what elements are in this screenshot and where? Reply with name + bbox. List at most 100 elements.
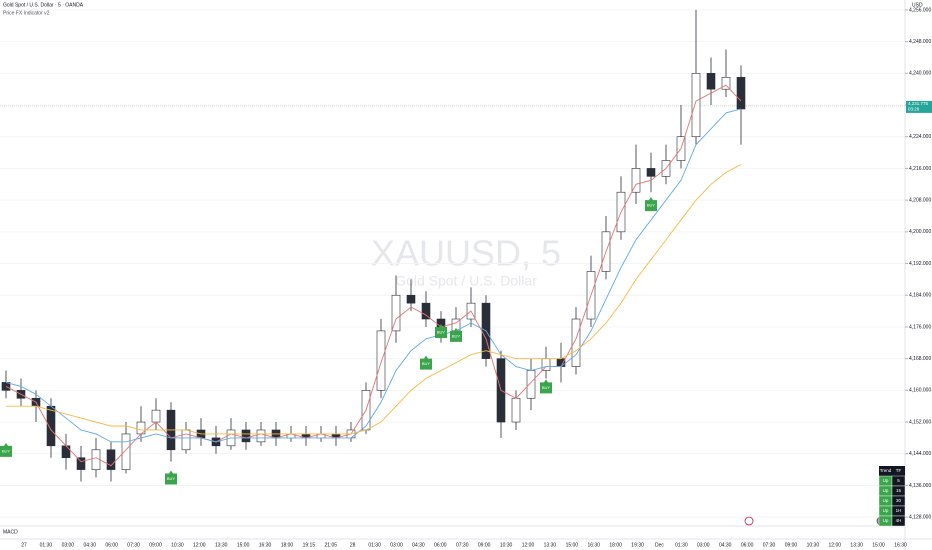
- x-tick-label: 09:00: [149, 542, 162, 548]
- table-cell-text: Up: [883, 488, 889, 493]
- buy-marker: [540, 379, 552, 394]
- table-cell-text: Up: [883, 508, 889, 513]
- x-tick-label: 06:00: [105, 542, 118, 548]
- candle-body: [421, 302, 431, 320]
- candle-body: [511, 397, 521, 423]
- y-tick-label: 4,136.000: [909, 483, 931, 489]
- y-tick-label: 4,240.000: [909, 71, 931, 77]
- x-tick-label: 28: [350, 542, 356, 548]
- y-tick-label: 4,184.000: [909, 293, 931, 299]
- ma-line: [6, 164, 742, 435]
- y-tick-label: 4,256.000: [909, 7, 931, 13]
- x-tick-label: 19:30: [631, 542, 644, 548]
- table-cell-text: Up: [883, 478, 889, 483]
- x-tick-label: 06:00: [434, 542, 447, 548]
- ma-line: [5, 108, 742, 443]
- y-tick-label: 4,152.000: [909, 419, 931, 425]
- buy-marker: [450, 327, 462, 342]
- table-header-cell: [879, 466, 892, 476]
- candle-body: [721, 76, 731, 90]
- x-tick-label: 03:00: [390, 542, 403, 548]
- x-tick-label: 16:30: [259, 542, 272, 548]
- y-tick-label: 4,168.000: [909, 356, 931, 362]
- candle-body: [241, 429, 251, 443]
- candle-body: [526, 370, 536, 399]
- candle-body: [541, 358, 551, 371]
- candle-body: [61, 445, 71, 459]
- x-tick-label: 01:30: [40, 542, 53, 548]
- candle-body: [106, 449, 116, 470]
- y-tick-label: 4,144.000: [909, 451, 931, 457]
- table-cell-text: 1H: [896, 508, 902, 513]
- x-tick-label: 03:00: [697, 542, 710, 548]
- x-tick-label: 12:00: [829, 542, 842, 548]
- table-cell: [891, 515, 906, 527]
- countdown: 03:26: [908, 107, 920, 112]
- x-tick-label: 06:00: [741, 542, 754, 548]
- x-tick-label: 07:30: [127, 542, 140, 548]
- buy-label: BUY: [542, 385, 551, 390]
- x-tick-label: 18:00: [281, 542, 294, 548]
- x-tick-label: 13:30: [215, 542, 228, 548]
- buy-marker: [435, 323, 447, 338]
- x-tick-label: 10:30: [171, 542, 184, 548]
- x-tick-label: 13:30: [850, 542, 863, 548]
- y-tick-label: 4,224.000: [909, 134, 931, 140]
- buy-marker: [420, 355, 432, 370]
- y-tick-label: 4,176.000: [909, 324, 931, 330]
- x-tick-label: 04:30: [83, 542, 96, 548]
- buy-label: BUY: [647, 203, 656, 208]
- table-cell-text: Up: [883, 498, 889, 503]
- x-tick-label: 03:00: [62, 542, 75, 548]
- buy-label: BUY: [422, 361, 431, 366]
- candle-body: [151, 409, 161, 423]
- buy-label: BUY: [437, 330, 446, 335]
- x-tick-label: 16:30: [587, 542, 600, 548]
- table-header: TF: [896, 468, 902, 473]
- last-price-tag: [906, 100, 932, 113]
- x-tick-label: 07:30: [456, 542, 469, 548]
- x-tick-label: 09:00: [478, 542, 491, 548]
- indicator-name: Price FX Indicator v2: [3, 10, 50, 16]
- table-header: Trend: [880, 468, 892, 473]
- x-tick-label: 04:30: [412, 542, 425, 548]
- lower-pane-label: MACD: [3, 529, 18, 535]
- candle-body: [706, 73, 716, 90]
- y-tick-label: 4,200.000: [909, 229, 931, 235]
- table-cell-text: 5: [897, 478, 900, 483]
- watermark-subtitle: Gold Spot / U.S. Dollar: [395, 273, 537, 289]
- table-header-cell: [892, 466, 905, 476]
- buy-label: BUY: [452, 333, 461, 338]
- candle-body: [556, 358, 566, 367]
- x-tick-label: 12:00: [522, 542, 535, 548]
- buy-label: BUY: [167, 476, 176, 481]
- x-tick-label: 09:00: [785, 542, 798, 548]
- candle-body: [631, 168, 641, 193]
- x-tick-label: 16:30: [894, 542, 907, 548]
- x-tick-label: 13:30: [544, 542, 557, 548]
- x-tick-label: 19:15: [303, 542, 316, 548]
- last-price-label: 4,231.775: [908, 101, 929, 106]
- buy-marker: [165, 470, 177, 485]
- x-tick-label: 12:00: [193, 542, 206, 548]
- y-tick-label: 4,208.000: [909, 197, 931, 203]
- buy-marker: [0, 442, 12, 457]
- x-tick-label: 21:05: [325, 542, 338, 548]
- ma-line: [5, 84, 742, 467]
- x-tick-label: 27: [21, 542, 27, 548]
- buy-marker: [645, 197, 657, 212]
- candle-body: [46, 405, 56, 447]
- watermark: XAUUSD, 5: [371, 233, 561, 274]
- y-tick-label: 4,128.000: [909, 514, 931, 520]
- x-tick-label: 15:00: [872, 542, 885, 548]
- x-tick-label: 18:00: [609, 542, 622, 548]
- x-tick-label: 15:00: [237, 542, 250, 548]
- candle-body: [571, 318, 581, 367]
- x-tick-label: 01:30: [675, 542, 688, 548]
- event-icon[interactable]: [744, 516, 754, 526]
- candle-body: [391, 294, 401, 332]
- table-cell-text: 15: [896, 488, 902, 493]
- candle-body: [646, 168, 656, 177]
